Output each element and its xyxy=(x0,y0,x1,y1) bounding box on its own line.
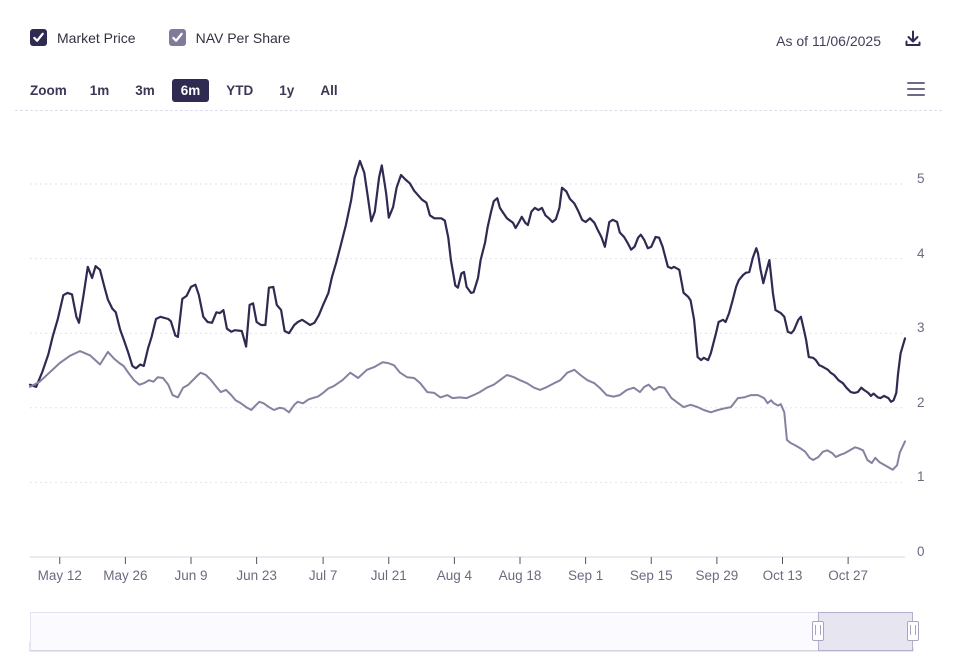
navigator-track[interactable] xyxy=(30,612,913,651)
navigator-window[interactable] xyxy=(817,612,913,651)
legend: Market Price NAV Per Share xyxy=(30,29,290,46)
x-axis-label: Aug 4 xyxy=(436,568,473,583)
market-price-line xyxy=(28,159,907,403)
nav-per-share-line xyxy=(29,350,906,471)
checkbox-checked-icon[interactable] xyxy=(30,29,47,46)
x-axis-label: Jun 23 xyxy=(236,568,277,583)
x-axis-label: May 26 xyxy=(103,568,148,583)
navigator-handle-right[interactable] xyxy=(907,621,919,641)
y-axis-label: 2 xyxy=(917,394,925,410)
x-axis-label: Oct 13 xyxy=(762,568,803,583)
range-button-1m[interactable]: 1m xyxy=(81,79,119,103)
legend-label: NAV Per Share xyxy=(195,29,291,46)
range-button-all[interactable]: All xyxy=(311,79,346,103)
navigator-handle-left[interactable] xyxy=(811,621,824,641)
range-selector: Zoom 1m 3m 6m YTD 1y All xyxy=(30,77,347,104)
hamburger-menu-icon[interactable] xyxy=(905,80,927,98)
checkbox-checked-icon[interactable] xyxy=(168,29,186,46)
x-axis-label: Oct 27 xyxy=(828,568,869,583)
x-axis-label: Aug 18 xyxy=(498,568,542,583)
range-button-1y[interactable]: 1y xyxy=(270,79,303,103)
y-axis-label: 5 xyxy=(917,171,925,186)
x-axis-label: May 12 xyxy=(37,568,82,583)
legend-item-nav-per-share[interactable]: NAV Per Share xyxy=(168,29,291,46)
x-axis-label: Jul 7 xyxy=(308,568,338,583)
legend-item-market-price[interactable]: Market Price xyxy=(30,29,136,46)
legend-label: Market Price xyxy=(57,29,136,46)
y-axis-label: 4 xyxy=(917,245,925,261)
as-of-date: As of 11/06/2025 xyxy=(776,33,881,49)
x-axis-label: Sep 1 xyxy=(567,568,604,583)
range-buttons: 1m 3m 6m YTD 1y All xyxy=(81,78,347,103)
download-icon[interactable] xyxy=(900,27,926,53)
y-axis-label: 0 xyxy=(917,544,925,559)
x-axis-label: Jun 9 xyxy=(174,568,208,583)
y-axis-label: 1 xyxy=(917,469,925,485)
x-axis-label: Sep 15 xyxy=(629,568,673,583)
y-axis-label: 3 xyxy=(917,320,925,336)
range-button-6m[interactable]: 6m xyxy=(171,78,210,103)
zoom-label: Zoom xyxy=(30,83,67,98)
x-axis-label: Jul 21 xyxy=(370,568,407,583)
toolbar-separator xyxy=(15,110,942,111)
x-axis-label: Sep 29 xyxy=(695,568,739,583)
range-button-ytd[interactable]: YTD xyxy=(217,79,262,103)
range-button-3m[interactable]: 3m xyxy=(126,79,164,103)
